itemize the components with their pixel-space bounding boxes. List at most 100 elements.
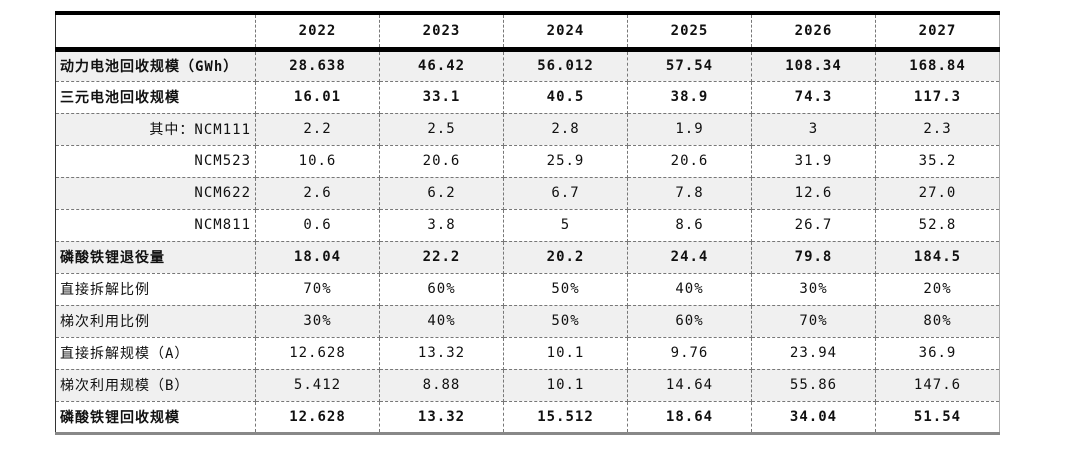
table-header: 2022 2023 2024 2025 2026 2027 <box>55 13 1000 52</box>
cell: 50% <box>503 273 628 306</box>
row-label: NCM811 <box>55 209 256 242</box>
row-label: 梯次利用比例 <box>55 305 256 338</box>
cell: 13.32 <box>379 401 504 434</box>
cell: 10.6 <box>255 145 380 178</box>
cell: 26.7 <box>751 209 876 242</box>
cell: 80% <box>875 305 1000 338</box>
cell: 35.2 <box>875 145 1000 178</box>
cell: 70% <box>255 273 380 306</box>
table-row: 梯次利用比例 30% 40% 50% 60% 70% 80% <box>55 305 1000 338</box>
cell: 31.9 <box>751 145 876 178</box>
row-label: 直接拆解规模（A） <box>55 337 256 370</box>
cell: 27.0 <box>875 177 1000 210</box>
header-row: 2022 2023 2024 2025 2026 2027 <box>55 13 1000 52</box>
cell: 3 <box>751 113 876 146</box>
cell: 5.412 <box>255 369 380 402</box>
cell: 7.8 <box>627 177 752 210</box>
cell: 33.1 <box>379 81 504 114</box>
cell: 51.54 <box>875 401 1000 434</box>
cell: 46.42 <box>379 49 504 82</box>
cell: 2.3 <box>875 113 1000 146</box>
cell: 36.9 <box>875 337 1000 370</box>
cell: 2.2 <box>255 113 380 146</box>
cell: 168.84 <box>875 49 1000 82</box>
cell: 50% <box>503 305 628 338</box>
cell: 14.64 <box>627 369 752 402</box>
table-row: 磷酸铁锂退役量 18.04 22.2 20.2 24.4 79.8 184.5 <box>55 241 1000 274</box>
cell: 2.6 <box>255 177 380 210</box>
cell: 40% <box>379 305 504 338</box>
cell: 57.54 <box>627 49 752 82</box>
cell: 1.9 <box>627 113 752 146</box>
row-label: 磷酸铁锂回收规模 <box>55 401 256 434</box>
cell: 16.01 <box>255 81 380 114</box>
cell: 24.4 <box>627 241 752 274</box>
cell: 30% <box>751 273 876 306</box>
row-label: 直接拆解比例 <box>55 273 256 306</box>
row-label: 三元电池回收规模 <box>55 81 256 114</box>
cell: 12.628 <box>255 337 380 370</box>
cell: 12.628 <box>255 401 380 434</box>
cell: 40% <box>627 273 752 306</box>
row-label: 动力电池回收规模（GWh） <box>55 49 256 82</box>
cell: 34.04 <box>751 401 876 434</box>
table-row: 直接拆解比例 70% 60% 50% 40% 30% 20% <box>55 273 1000 306</box>
cell: 5 <box>503 209 628 242</box>
cell: 147.6 <box>875 369 1000 402</box>
cell: 8.88 <box>379 369 504 402</box>
column-header: 2024 <box>503 13 628 52</box>
cell: 25.9 <box>503 145 628 178</box>
cell: 2.8 <box>503 113 628 146</box>
cell: 20% <box>875 273 1000 306</box>
table-row: 动力电池回收规模（GWh） 28.638 46.42 56.012 57.54 108.3… <box>55 49 1000 82</box>
table-body: 动力电池回收规模（GWh） 28.638 46.42 56.012 57.54 108.3… <box>55 49 1000 434</box>
cell: 23.94 <box>751 337 876 370</box>
table-row: 梯次利用规模（B） 5.412 8.88 10.1 14.64 55.86 147.6 <box>55 369 1000 402</box>
cell: 18.64 <box>627 401 752 434</box>
cell: 52.8 <box>875 209 1000 242</box>
cell: 10.1 <box>503 369 628 402</box>
cell: 12.6 <box>751 177 876 210</box>
data-table: 2022 2023 2024 2025 2026 2027 动力电池回收规模（GWh） 28… <box>55 11 1000 435</box>
table-row: NCM523 10.6 20.6 25.9 20.6 31.9 35.2 <box>55 145 1000 178</box>
cell: 18.04 <box>255 241 380 274</box>
cell: 30% <box>255 305 380 338</box>
table-row: 其中：NCM111 2.2 2.5 2.8 1.9 3 2.3 <box>55 113 1000 146</box>
table-row: 直接拆解规模（A） 12.628 13.32 10.1 9.76 23.94 36.9 <box>55 337 1000 370</box>
row-label: 其中：NCM111 <box>55 113 256 146</box>
cell: 38.9 <box>627 81 752 114</box>
table-row: NCM811 0.6 3.8 5 8.6 26.7 52.8 <box>55 209 1000 242</box>
corner-cell <box>55 13 256 52</box>
cell: 70% <box>751 305 876 338</box>
row-label: 梯次利用规模（B） <box>55 369 256 402</box>
cell: 3.8 <box>379 209 504 242</box>
row-label: 磷酸铁锂退役量 <box>55 241 256 274</box>
column-header: 2023 <box>379 13 504 52</box>
cell: 20.6 <box>627 145 752 178</box>
cell: 20.2 <box>503 241 628 274</box>
cell: 13.32 <box>379 337 504 370</box>
cell: 184.5 <box>875 241 1000 274</box>
cell: 2.5 <box>379 113 504 146</box>
column-header: 2022 <box>255 13 380 52</box>
row-label: NCM622 <box>55 177 256 210</box>
cell: 117.3 <box>875 81 1000 114</box>
cell: 28.638 <box>255 49 380 82</box>
cell: 20.6 <box>379 145 504 178</box>
cell: 60% <box>627 305 752 338</box>
cell: 74.3 <box>751 81 876 114</box>
cell: 108.34 <box>751 49 876 82</box>
cell: 60% <box>379 273 504 306</box>
cell: 55.86 <box>751 369 876 402</box>
column-header: 2027 <box>875 13 1000 52</box>
cell: 15.512 <box>503 401 628 434</box>
cell: 6.7 <box>503 177 628 210</box>
row-label: NCM523 <box>55 145 256 178</box>
cell: 79.8 <box>751 241 876 274</box>
cell: 22.2 <box>379 241 504 274</box>
cell: 8.6 <box>627 209 752 242</box>
table-row: 三元电池回收规模 16.01 33.1 40.5 38.9 74.3 117.3 <box>55 81 1000 114</box>
cell: 9.76 <box>627 337 752 370</box>
table-row: 磷酸铁锂回收规模 12.628 13.32 15.512 18.64 34.04 51.54 <box>55 401 1000 434</box>
